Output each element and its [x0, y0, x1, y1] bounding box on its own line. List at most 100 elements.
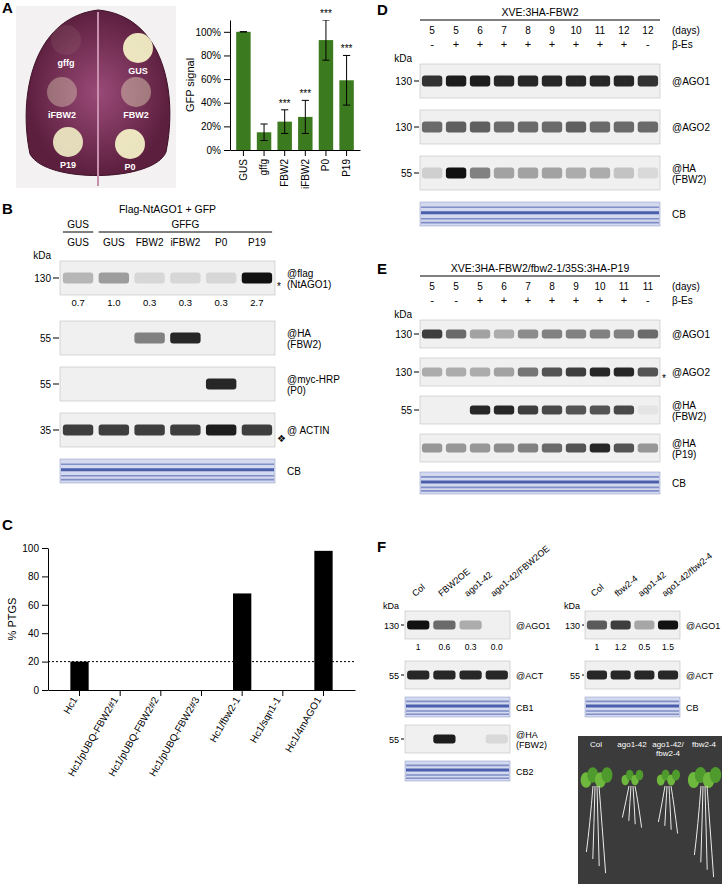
x-tick-mark	[201, 690, 202, 696]
infiltration-spot	[115, 129, 145, 159]
photo-background	[578, 736, 722, 884]
threshold-line	[48, 661, 355, 662]
seedling-root	[635, 786, 642, 828]
y-tick-label: 60	[28, 600, 40, 611]
kda-marker: 130	[384, 621, 399, 631]
band	[446, 406, 466, 415]
kda-marker: 130	[395, 122, 412, 133]
spot-label: gffg	[58, 58, 75, 68]
band	[422, 122, 442, 133]
treatment-label: β-Es	[672, 39, 693, 50]
day-label: 10	[570, 25, 582, 36]
membrane	[405, 661, 510, 689]
x-tick: Hc1/sqn1-1	[248, 690, 283, 745]
seedling-root	[629, 786, 631, 821]
day-label: 5	[429, 25, 435, 36]
band	[242, 379, 272, 390]
band	[590, 122, 610, 133]
day-label: 12	[618, 25, 630, 36]
band	[470, 168, 490, 179]
seedling-root	[586, 786, 593, 852]
x-tick-mark	[242, 690, 243, 696]
y-tick-label: 0	[33, 685, 39, 696]
group-label: GUS	[67, 219, 89, 230]
bar-chart: 0%20%40%60%80%100%GUSgffgFBW2iFBW2P0P19*…	[184, 8, 361, 189]
coomassie-band	[406, 710, 509, 712]
coomassie-strip	[420, 202, 660, 226]
band	[494, 444, 514, 453]
day-label: 5	[453, 25, 459, 36]
x-axis: Hc1Hc1/pUBQ-FBW2#1Hc1/pUBQ-FBW2#2Hc1/pUB…	[49, 690, 356, 778]
x-tick-mark	[323, 690, 324, 696]
x-tick: FBW2	[279, 150, 290, 187]
row-label: CB	[287, 466, 301, 477]
seedling-root	[707, 786, 714, 877]
quant-label: 0.3	[215, 297, 228, 308]
band	[590, 444, 610, 453]
y-tick: 100	[22, 543, 48, 554]
day-label: 12	[642, 25, 654, 36]
row-label: @HA	[516, 730, 538, 740]
band	[566, 76, 586, 87]
treatment-sign: +	[573, 294, 579, 306]
treatment-sign: +	[525, 294, 531, 306]
day-label: 8	[525, 25, 531, 36]
quant-label: 0.3	[465, 642, 477, 652]
blot: XVE:3HA-FBW2/fbw2-1/35S:3HA-P19555678910…	[394, 262, 710, 494]
band	[486, 671, 508, 680]
band	[407, 735, 429, 744]
kda-marker: 55	[401, 168, 413, 179]
kda-tick	[582, 625, 584, 626]
day-label: 5	[429, 281, 435, 292]
kda-marker: 35	[40, 425, 52, 436]
figure: ABCDEFgffgGUSiFBW2FBW2P19P00%20%40%60%80…	[0, 0, 727, 889]
seedling-root	[701, 786, 703, 862]
y-tick-label: 100%	[195, 27, 221, 38]
coomassie-band	[406, 701, 509, 703]
band	[63, 333, 93, 344]
band	[494, 76, 514, 87]
y-tick: 20%	[201, 121, 230, 132]
band	[170, 333, 200, 344]
y-axis-line	[48, 549, 49, 691]
spot-label: P0	[124, 162, 135, 172]
band	[542, 168, 562, 179]
band	[638, 444, 658, 453]
treatment-sign: +	[573, 38, 579, 50]
kda-marker: 130	[34, 273, 51, 284]
quant-label: 1.5	[662, 642, 674, 652]
band-note: *	[662, 373, 666, 384]
band	[611, 621, 631, 630]
seedling-root	[658, 786, 665, 822]
kda-tick	[414, 334, 419, 335]
quant-label: 1	[416, 642, 421, 652]
band	[494, 406, 514, 415]
seedling-root	[671, 786, 678, 834]
band	[134, 273, 164, 284]
day-label: 5	[453, 281, 459, 292]
band	[170, 379, 200, 390]
y-tick: 20	[28, 656, 48, 667]
lane-label: GUS	[103, 237, 125, 248]
coomassie-band	[421, 476, 659, 478]
y-axis: 020406080100	[22, 543, 48, 696]
error-bar	[343, 55, 350, 105]
error-bar	[240, 31, 247, 32]
band	[486, 735, 508, 744]
title-rule	[420, 276, 660, 277]
kda-label: kDa	[394, 53, 412, 64]
kda-tick	[53, 278, 59, 279]
y-tick: 80%	[201, 50, 230, 61]
band	[446, 330, 466, 339]
kda-tick	[414, 372, 419, 373]
spot-label: iFBW2	[48, 110, 76, 120]
band	[170, 425, 200, 436]
quant-label: 0.7	[71, 297, 84, 308]
y-tick-mark	[42, 662, 48, 663]
treatment-sign: +	[597, 38, 603, 50]
band	[407, 621, 429, 630]
band	[638, 76, 658, 87]
membrane	[405, 611, 510, 639]
band	[470, 122, 490, 133]
membrane	[585, 661, 680, 689]
